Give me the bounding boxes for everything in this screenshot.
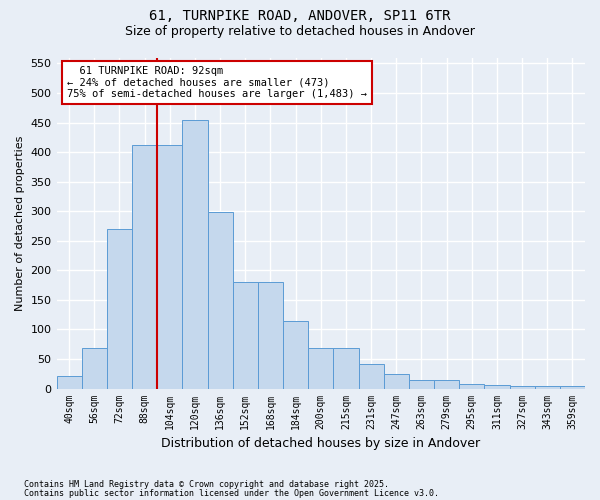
Bar (409, 380, 434, 388)
Bar (56, 376, 82, 388)
Y-axis label: Number of detached properties: Number of detached properties (15, 136, 25, 310)
Bar (560, 386, 585, 388)
Text: 61 TURNPIKE ROAD: 92sqm
← 24% of detached houses are smaller (473)
75% of semi-d: 61 TURNPIKE ROAD: 92sqm ← 24% of detache… (67, 66, 367, 99)
Bar (484, 385, 509, 388)
Text: Contains HM Land Registry data © Crown copyright and database right 2025.: Contains HM Land Registry data © Crown c… (24, 480, 389, 489)
Text: 61, TURNPIKE ROAD, ANDOVER, SP11 6TR: 61, TURNPIKE ROAD, ANDOVER, SP11 6TR (149, 9, 451, 23)
Bar (107, 229, 132, 388)
Bar (359, 364, 383, 388)
Bar (233, 282, 258, 389)
Bar (208, 212, 233, 388)
Bar (509, 386, 535, 388)
Bar (308, 348, 334, 389)
Text: Size of property relative to detached houses in Andover: Size of property relative to detached ho… (125, 25, 475, 38)
Bar (258, 282, 283, 389)
Bar (182, 120, 208, 388)
X-axis label: Distribution of detached houses by size in Andover: Distribution of detached houses by size … (161, 437, 481, 450)
Bar (383, 374, 409, 388)
Bar (283, 320, 308, 388)
Bar (535, 386, 560, 388)
Bar (459, 384, 484, 388)
Bar (434, 380, 459, 388)
Bar (132, 145, 157, 388)
Text: Contains public sector information licensed under the Open Government Licence v3: Contains public sector information licen… (24, 488, 439, 498)
Bar (334, 348, 359, 389)
Bar (157, 145, 182, 388)
Bar (82, 348, 107, 389)
